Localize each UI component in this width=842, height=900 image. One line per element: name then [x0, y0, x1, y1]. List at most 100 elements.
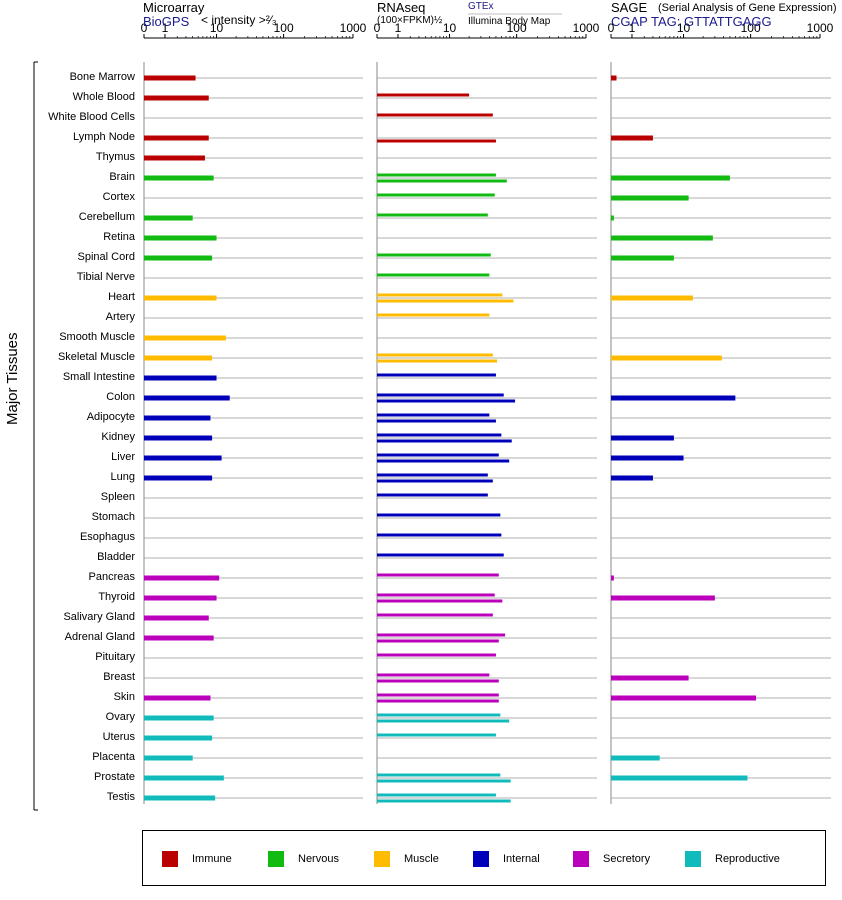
- bar-microarray-kidney: [144, 435, 213, 441]
- tissue-label-stomach: Stomach: [91, 511, 135, 523]
- bar-microarray-heart: [144, 295, 217, 301]
- legend-swatch-reproductive: [685, 851, 701, 867]
- tissue-label-tibial-nerve: Tibial Nerve: [76, 271, 135, 283]
- bar-rnaseq-ibm-skeletal-muscle: [377, 359, 498, 363]
- bar-sage-heart: [611, 295, 693, 301]
- bar-sage-prostate: [611, 775, 748, 781]
- bar-rnaseq-ibm-liver: [377, 459, 510, 463]
- bar-rnaseq-ibm-testis: [377, 799, 511, 803]
- bar-rnaseq-ibm-kidney: [377, 439, 512, 443]
- panel-title-sage: SAGE: [611, 0, 648, 15]
- bar-rnaseq-gtex-whole-blood: [377, 93, 470, 97]
- tissue-label-cerebellum: Cerebellum: [78, 211, 135, 223]
- tissue-label-lymph-node: Lymph Node: [73, 131, 135, 143]
- bar-microarray-smooth-muscle: [144, 335, 226, 341]
- bar-microarray-adipocyte: [144, 415, 211, 421]
- legend-label-nervous: Nervous: [298, 853, 339, 865]
- bar-rnaseq-gtex-salivary-gland: [377, 613, 493, 617]
- bar-rnaseq-ibm-lung: [377, 479, 493, 483]
- legend-swatch-secretory: [573, 851, 589, 867]
- legend-label-reproductive: Reproductive: [715, 853, 780, 865]
- tissue-label-skin: Skin: [113, 691, 135, 703]
- bar-microarray-thymus: [144, 155, 205, 161]
- bar-sage-lung: [611, 475, 653, 481]
- tissue-label-skeletal-muscle: Skeletal Muscle: [57, 351, 135, 363]
- tissue-label-ovary: Ovary: [105, 711, 135, 723]
- bar-sage-breast: [611, 675, 689, 681]
- bar-sage-colon: [611, 395, 736, 401]
- bar-rnaseq-gtex-ovary: [377, 713, 501, 717]
- bar-sage-placenta: [611, 755, 660, 761]
- tissue-label-placenta: Placenta: [92, 751, 135, 763]
- bar-rnaseq-ibm-brain: [377, 179, 507, 183]
- legend: Immune Nervous Muscle Internal Secretory…: [142, 830, 826, 886]
- tissue-label-thyroid: Thyroid: [98, 591, 135, 603]
- ibm-label: Illumina Body Map: [468, 16, 551, 27]
- tissue-label-bone-marrow: Bone Marrow: [69, 71, 135, 83]
- tissue-label-smooth-muscle: Smooth Muscle: [59, 331, 135, 343]
- legend-item-muscle: Muscle: [374, 850, 439, 868]
- tissue-label-white-blood-cells: White Blood Cells: [48, 111, 135, 123]
- bar-rnaseq-gtex-cerebellum: [377, 213, 488, 217]
- tissue-label-cortex: Cortex: [102, 191, 135, 203]
- panel-note-rnaseq: (100×FPKM)½: [377, 15, 443, 26]
- bar-rnaseq-ibm-colon: [377, 399, 516, 403]
- bar-rnaseq-gtex-kidney: [377, 433, 502, 437]
- tick-label-microarray-0: 0: [141, 21, 148, 35]
- bar-microarray-adrenal-gland: [144, 635, 214, 641]
- panel-subtitle-sage: CGAP TAG: GTTATTGAGG: [611, 14, 772, 29]
- bar-rnaseq-ibm-heart: [377, 299, 514, 303]
- tissue-label-adrenal-gland: Adrenal Gland: [64, 631, 135, 643]
- tissue-label-small-intestine: Small Intestine: [62, 371, 135, 383]
- bar-rnaseq-gtex-pancreas: [377, 573, 499, 577]
- legend-item-reproductive: Reproductive: [685, 850, 780, 868]
- panel-title-microarray: Microarray: [143, 0, 205, 15]
- tissue-label-spleen: Spleen: [100, 491, 135, 503]
- panel-title-rnaseq: RNAseq: [377, 0, 426, 15]
- tissue-label-spinal-cord: Spinal Cord: [77, 251, 135, 263]
- bar-sage-thyroid: [611, 595, 715, 601]
- bar-sage-cerebellum: [611, 215, 614, 221]
- bar-rnaseq-gtex-bladder: [377, 553, 504, 557]
- bar-sage-skin: [611, 695, 757, 701]
- bar-sage-spinal-cord: [611, 255, 674, 261]
- bar-rnaseq-gtex-brain: [377, 173, 496, 177]
- bar-microarray-bone-marrow: [144, 75, 196, 81]
- legend-swatch-nervous: [268, 851, 284, 867]
- legend-item-nervous: Nervous: [268, 850, 339, 868]
- bar-microarray-spinal-cord: [144, 255, 213, 261]
- panel-note-sage: (Serial Analysis of Gene Expression): [658, 2, 837, 14]
- legend-label-muscle: Muscle: [404, 853, 439, 865]
- legend-swatch-internal: [473, 851, 489, 867]
- legend-item-secretory: Secretory: [573, 850, 650, 868]
- bar-rnaseq-gtex-skin: [377, 693, 499, 697]
- panel-subtitle-microarray: BioGPS: [143, 14, 190, 29]
- bar-microarray-pancreas: [144, 575, 220, 581]
- bar-rnaseq-gtex-pituitary: [377, 653, 496, 657]
- legend-label-internal: Internal: [503, 853, 540, 865]
- bar-sage-lymph-node: [611, 135, 653, 141]
- tissue-label-whole-blood: Whole Blood: [72, 91, 135, 103]
- tissue-label-esophagus: Esophagus: [79, 531, 135, 543]
- bar-sage-cortex: [611, 195, 689, 201]
- bar-rnaseq-ibm-lymph-node: [377, 139, 496, 143]
- legend-label-secretory: Secretory: [603, 853, 651, 865]
- bar-rnaseq-ibm-ovary: [377, 719, 510, 723]
- tick-label-rnaseq-4: 1000: [573, 21, 600, 35]
- bar-microarray-small-intestine: [144, 375, 217, 381]
- bar-microarray-brain: [144, 175, 214, 181]
- bar-sage-retina: [611, 235, 713, 241]
- bar-rnaseq-gtex-tibial-nerve: [377, 273, 490, 277]
- tissue-label-adipocyte: Adipocyte: [86, 411, 135, 423]
- bar-microarray-thyroid: [144, 595, 217, 601]
- bar-microarray-colon: [144, 395, 230, 401]
- tick-label-microarray-1: 1: [162, 21, 169, 35]
- tissue-label-lung: Lung: [110, 471, 135, 483]
- legend-item-internal: Internal: [473, 850, 540, 868]
- tick-label-rnaseq-1: 1: [395, 21, 402, 35]
- bar-microarray-uterus: [144, 735, 213, 741]
- bar-rnaseq-gtex-testis: [377, 793, 496, 797]
- bar-microarray-salivary-gland: [144, 615, 209, 621]
- tissue-label-pancreas: Pancreas: [88, 571, 135, 583]
- bar-rnaseq-gtex-adipocyte: [377, 413, 490, 417]
